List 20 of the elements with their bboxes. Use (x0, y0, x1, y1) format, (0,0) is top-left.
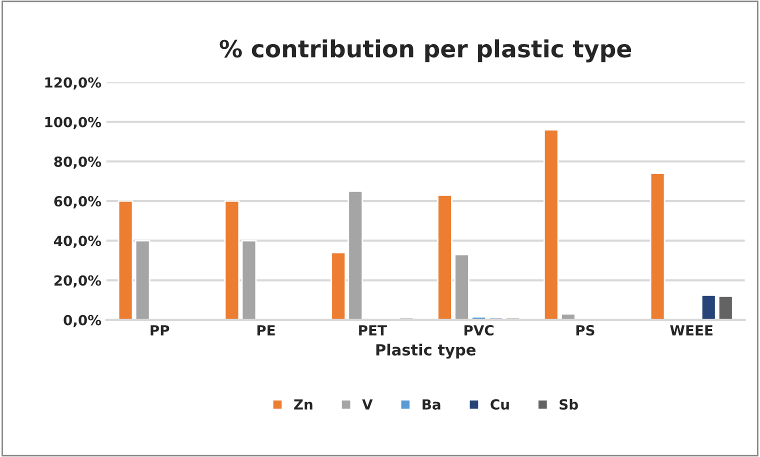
chart-title: % contribution per plastic type (220, 39, 632, 62)
x-tick-label: PS (576, 325, 594, 336)
legend-label: Ba (422, 399, 440, 410)
y-tick-label: 20,0% (54, 275, 102, 288)
legend-label: V (362, 399, 373, 410)
y-tick-label: 120,0% (45, 77, 102, 90)
y-tick-label: 80,0% (54, 156, 102, 169)
y-tick-label: 60,0% (54, 196, 102, 208)
y-tick-label: 100,0% (45, 116, 102, 130)
x-tick-label: PP (150, 325, 170, 336)
legend-label: Cu (490, 399, 509, 410)
legend-label: Sb (560, 398, 578, 410)
x-tick-label: WEEE (670, 325, 712, 336)
x-tick-label: PE (257, 325, 275, 336)
x-axis-title: Plastic type (376, 344, 476, 359)
x-tick-label: PET (359, 325, 387, 336)
y-tick-label: 0,0% (64, 314, 102, 328)
legend-label: Zn (294, 399, 312, 410)
x-tick-label: PVC (464, 325, 494, 336)
y-tick-label: 40,0% (54, 236, 102, 248)
